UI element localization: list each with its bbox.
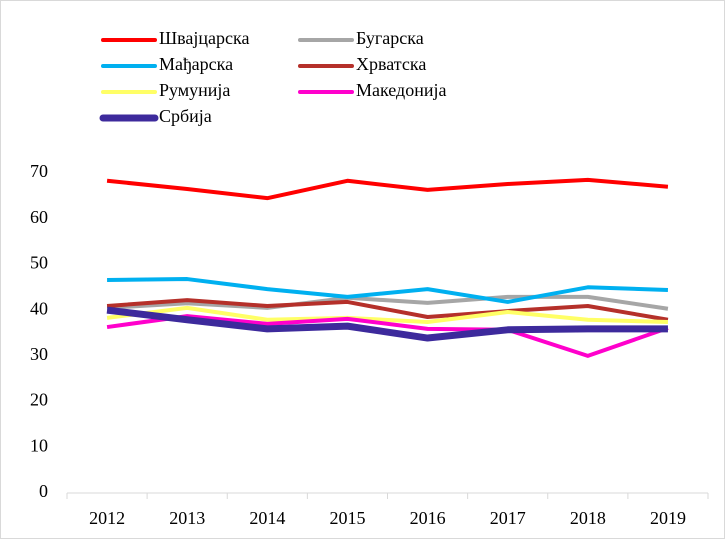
series-line	[106, 314, 669, 358]
x-tick-label: 2015	[329, 508, 365, 528]
legend-label: Швајцарска	[159, 28, 249, 48]
x-tick-label: 2018	[570, 508, 606, 528]
series-line	[107, 277, 669, 304]
x-tick-label: 2016	[410, 508, 446, 528]
y-tick-label: 0	[39, 481, 48, 501]
y-tick-label: 10	[30, 435, 48, 455]
x-tick-label: 2012	[89, 508, 125, 528]
x-tick-label: 2017	[490, 508, 526, 528]
x-tick-label: 2014	[249, 508, 285, 528]
legend-label: Румунија	[159, 80, 230, 100]
y-tick-label: 70	[30, 161, 48, 181]
series-line	[106, 298, 669, 322]
legend-label: Македонија	[356, 80, 446, 100]
x-tick-label: 2019	[650, 508, 686, 528]
legend-label: Хрватска	[356, 54, 426, 74]
y-tick-label: 50	[30, 253, 48, 273]
series-line	[106, 294, 669, 311]
y-tick-label: 20	[30, 390, 48, 410]
y-tick-label: 60	[30, 207, 48, 227]
y-tick-label: 40	[30, 298, 48, 318]
legend-label: Србија	[159, 106, 212, 126]
series-line	[106, 306, 668, 342]
series-line	[106, 177, 669, 201]
legend-label: Бугарска	[356, 28, 424, 48]
x-tick-label: 2013	[169, 508, 205, 528]
y-tick-label: 30	[30, 344, 48, 364]
series-line	[106, 305, 668, 325]
legend-label: Мађарска	[159, 54, 233, 74]
